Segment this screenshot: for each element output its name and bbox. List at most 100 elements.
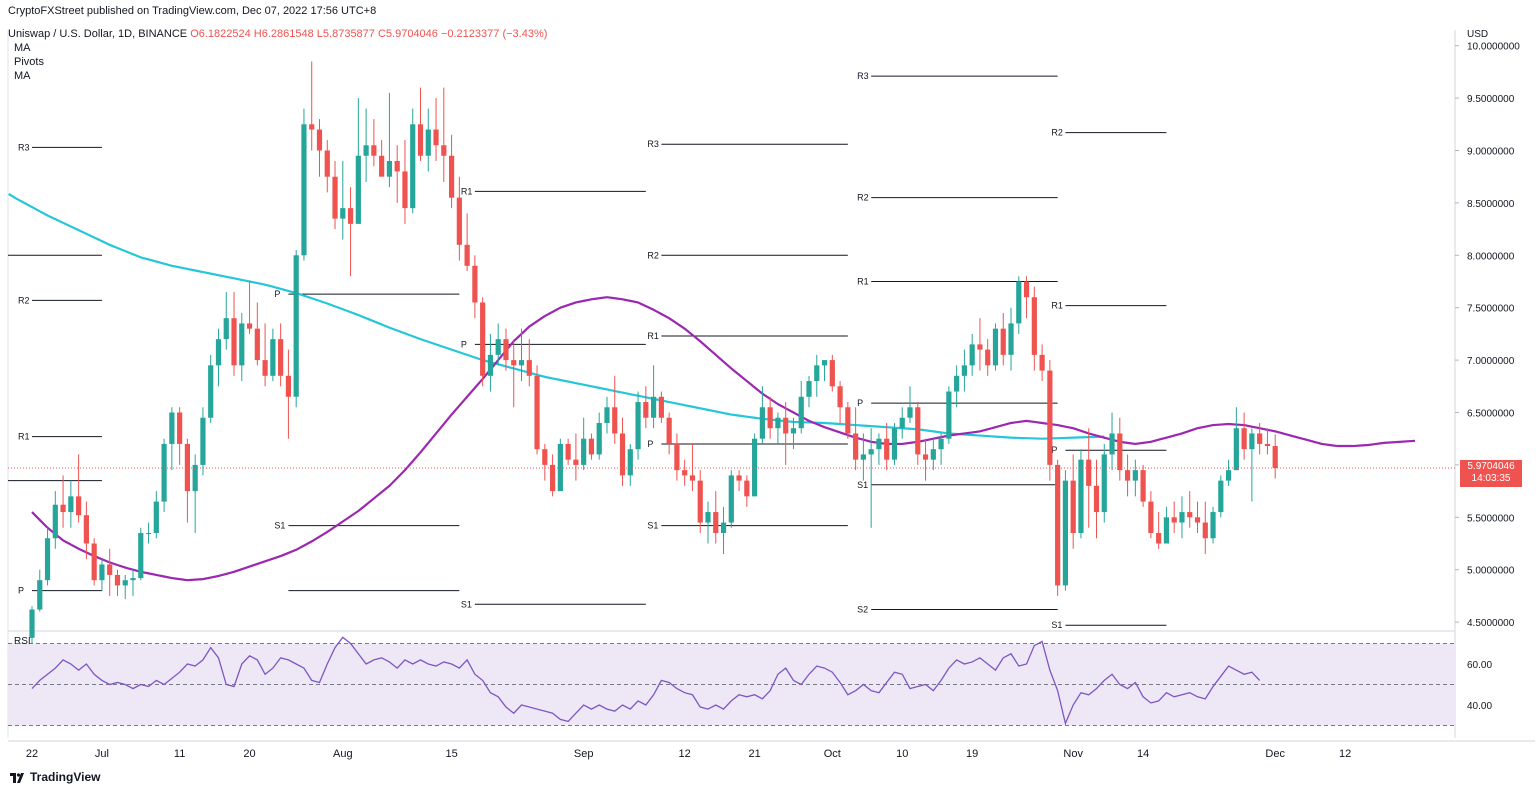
candle[interactable]	[915, 407, 921, 455]
candle[interactable]	[876, 438, 882, 450]
candle[interactable]	[728, 475, 734, 523]
candle[interactable]	[1101, 454, 1107, 513]
candle[interactable]	[433, 129, 439, 146]
candle[interactable]	[845, 407, 851, 434]
candle[interactable]	[402, 171, 408, 209]
candle[interactable]	[503, 339, 509, 361]
candle[interactable]	[705, 512, 711, 523]
candle[interactable]	[169, 412, 175, 444]
candle[interactable]	[922, 454, 929, 460]
candle[interactable]	[798, 396, 804, 429]
candle[interactable]	[1016, 281, 1022, 324]
candle[interactable]	[495, 339, 501, 355]
price-axis[interactable]: 10.0000000 9.5000000 9.0000000 8.5000000 8.0…	[1455, 42, 1520, 629]
candle[interactable]	[1031, 297, 1037, 355]
candle[interactable]	[627, 449, 633, 476]
tradingview-logo[interactable]: TradingView	[10, 770, 100, 784]
candle[interactable]	[1171, 517, 1177, 523]
candle[interactable]	[511, 360, 517, 366]
candle[interactable]	[316, 129, 323, 151]
candle[interactable]	[1124, 470, 1131, 481]
candle[interactable]	[790, 428, 797, 434]
candle[interactable]	[1241, 428, 1247, 450]
rsi-pane[interactable]: 60.00 40.00 RSI	[8, 636, 1492, 726]
candle[interactable]	[518, 360, 525, 366]
candle[interactable]	[744, 480, 750, 497]
candle[interactable]	[1156, 533, 1162, 544]
candle[interactable]	[246, 323, 253, 329]
candle[interactable]	[301, 124, 307, 256]
candle[interactable]	[371, 145, 377, 156]
candle[interactable]	[138, 533, 144, 579]
candle[interactable]	[1055, 464, 1061, 586]
candle[interactable]	[1225, 470, 1232, 481]
candle[interactable]	[355, 155, 361, 224]
candle[interactable]	[783, 417, 789, 434]
candle[interactable]	[868, 449, 874, 455]
candle[interactable]	[91, 543, 97, 581]
candle[interactable]	[899, 417, 905, 429]
candle[interactable]	[581, 438, 587, 465]
candle[interactable]	[464, 244, 470, 266]
candle[interactable]	[1109, 433, 1115, 455]
candle[interactable]	[759, 407, 765, 439]
indicator-ma-fast-label[interactable]: MA	[14, 42, 31, 54]
candle[interactable]	[837, 386, 843, 408]
candle[interactable]	[417, 124, 424, 156]
candle[interactable]	[332, 176, 338, 219]
candle[interactable]	[107, 564, 113, 575]
candle[interactable]	[145, 533, 152, 535]
candle[interactable]	[720, 522, 727, 534]
candle[interactable]	[1218, 480, 1224, 513]
candle[interactable]	[1039, 354, 1045, 371]
candle[interactable]	[285, 375, 292, 397]
candle[interactable]	[1140, 470, 1146, 502]
candle[interactable]	[1202, 522, 1208, 539]
candle[interactable]	[821, 360, 828, 366]
candle[interactable]	[270, 339, 276, 376]
candle[interactable]	[1179, 512, 1185, 523]
candle[interactable]	[153, 501, 159, 534]
candle[interactable]	[1008, 323, 1014, 355]
candle[interactable]	[977, 344, 983, 350]
candle[interactable]	[1272, 446, 1278, 469]
candles[interactable]	[29, 61, 1278, 644]
candle[interactable]	[448, 155, 455, 198]
candle[interactable]	[1093, 485, 1100, 513]
candle[interactable]	[1070, 480, 1076, 534]
candle[interactable]	[752, 438, 758, 497]
candle[interactable]	[29, 609, 35, 638]
candle[interactable]	[1194, 517, 1201, 523]
candle[interactable]	[573, 459, 579, 465]
candle[interactable]	[604, 407, 610, 423]
candle[interactable]	[161, 443, 167, 502]
candle[interactable]	[1210, 512, 1216, 539]
candle[interactable]	[60, 504, 66, 513]
candle[interactable]	[99, 564, 105, 581]
candle[interactable]	[1047, 370, 1053, 465]
candle[interactable]	[324, 150, 330, 177]
candle[interactable]	[456, 197, 462, 245]
candle[interactable]	[557, 443, 563, 492]
candle[interactable]	[487, 354, 494, 376]
candle[interactable]	[651, 396, 657, 418]
candle[interactable]	[860, 454, 866, 460]
candle[interactable]	[814, 365, 820, 382]
candle[interactable]	[410, 124, 416, 209]
candle[interactable]	[37, 580, 43, 610]
candle[interactable]	[480, 302, 486, 376]
candle[interactable]	[1257, 433, 1263, 444]
indicator-ma-slow-label[interactable]: MA	[14, 70, 31, 82]
candle[interactable]	[1264, 443, 1271, 447]
candle[interactable]	[184, 443, 190, 492]
candle[interactable]	[829, 360, 835, 387]
candle[interactable]	[938, 438, 944, 450]
candle[interactable]	[891, 428, 898, 460]
candle[interactable]	[985, 349, 991, 366]
candle[interactable]	[689, 475, 696, 481]
candle[interactable]	[1233, 428, 1239, 471]
candle[interactable]	[1187, 512, 1193, 518]
candle[interactable]	[806, 381, 812, 397]
candle[interactable]	[767, 407, 773, 429]
candle[interactable]	[930, 449, 936, 460]
